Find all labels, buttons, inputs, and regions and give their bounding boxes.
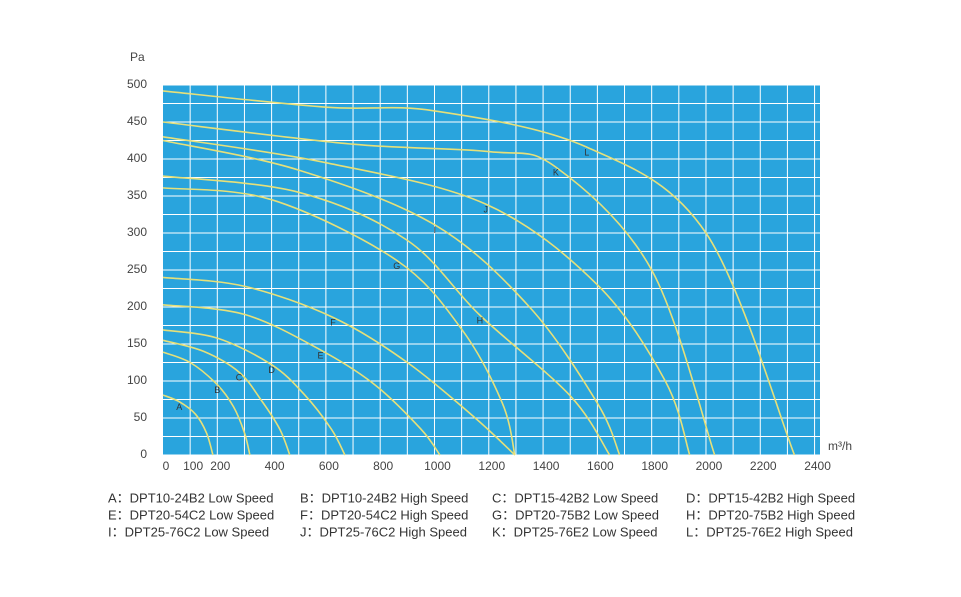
curve-label: K <box>553 168 559 178</box>
x-tick-label: 2000 <box>696 459 723 473</box>
x-tick-label: 2200 <box>750 459 777 473</box>
x-tick-label: 800 <box>373 459 393 473</box>
x-tick-label: 1800 <box>641 459 668 473</box>
y-tick-label: 450 <box>127 114 147 128</box>
fan-curve <box>162 136 691 456</box>
legend-entry: I：DPT25-76C2 Low Speed <box>108 524 269 539</box>
curve-label: I <box>434 225 437 235</box>
curve-label: J <box>484 205 489 215</box>
y-tick-label: 50 <box>134 410 148 424</box>
legend-entry: F：DPT20-54C2 High Speed <box>300 507 468 522</box>
x-tick-label: 1200 <box>478 459 505 473</box>
x-tick-label: 600 <box>319 459 339 473</box>
y-tick-label: 250 <box>127 262 147 276</box>
y-axis-label: Pa <box>130 50 145 64</box>
fan-curve <box>162 175 611 456</box>
y-tick-label: 400 <box>127 151 147 165</box>
curve-label: B <box>214 385 220 395</box>
y-tick-label: 350 <box>127 188 147 202</box>
curve-label: F <box>330 318 336 328</box>
fan-curve <box>162 303 441 456</box>
fan-curve <box>162 394 214 456</box>
legend-entry: G：DPT20-75B2 Low Speed <box>492 507 659 522</box>
legend-entry: E：DPT20-54C2 Low Speed <box>108 507 274 522</box>
legend-entry: K：DPT25-76E2 Low Speed <box>492 524 657 539</box>
legend-entry: A：DPT10-24B2 Low Speed <box>108 490 273 505</box>
x-tick-label: 1600 <box>587 459 614 473</box>
x-tick-label: 100 <box>183 459 203 473</box>
curve-label: E <box>317 350 323 360</box>
curve-label: L <box>584 148 589 158</box>
legend-entry: J：DPT25-76C2 High Speed <box>300 524 467 539</box>
x-tick-label: 1000 <box>424 459 451 473</box>
fan-curve <box>162 329 346 456</box>
legend-entry: C：DPT15-42B2 Low Speed <box>492 490 658 505</box>
fan-curve <box>162 121 716 456</box>
x-tick-label: 200 <box>210 459 230 473</box>
y-tick-label: 150 <box>127 336 147 350</box>
fan-curve <box>162 339 291 456</box>
legend-entry: D：DPT15-42B2 High Speed <box>686 490 855 505</box>
x-tick-label: 2400 <box>804 459 831 473</box>
y-tick-label: 200 <box>127 299 147 313</box>
fan-curve <box>162 139 621 456</box>
y-tick-label: 500 <box>127 77 147 91</box>
y-tick-label: 0 <box>140 447 147 461</box>
curve-label: G <box>393 261 400 271</box>
x-axis-label: m³/h <box>828 439 852 453</box>
fan-curve <box>162 351 251 456</box>
legend-entry: H：DPT20-75B2 High Speed <box>686 507 855 522</box>
legend-entry: L：DPT25-76E2 High Speed <box>686 524 853 539</box>
x-tick-label: 1400 <box>533 459 560 473</box>
fan-curve <box>162 187 516 456</box>
x-tick-label: 0 <box>163 459 170 473</box>
curve-label: D <box>268 365 275 375</box>
y-tick-label: 100 <box>127 373 147 387</box>
curve-label: H <box>477 316 484 326</box>
legend-entry: B：DPT10-24B2 High Speed <box>300 490 468 505</box>
fan-curve <box>162 276 516 456</box>
y-tick-label: 300 <box>127 225 147 239</box>
curve-label: A <box>176 402 182 412</box>
curve-label: C <box>236 372 243 382</box>
x-tick-label: 400 <box>265 459 285 473</box>
fan-curve <box>162 90 796 456</box>
